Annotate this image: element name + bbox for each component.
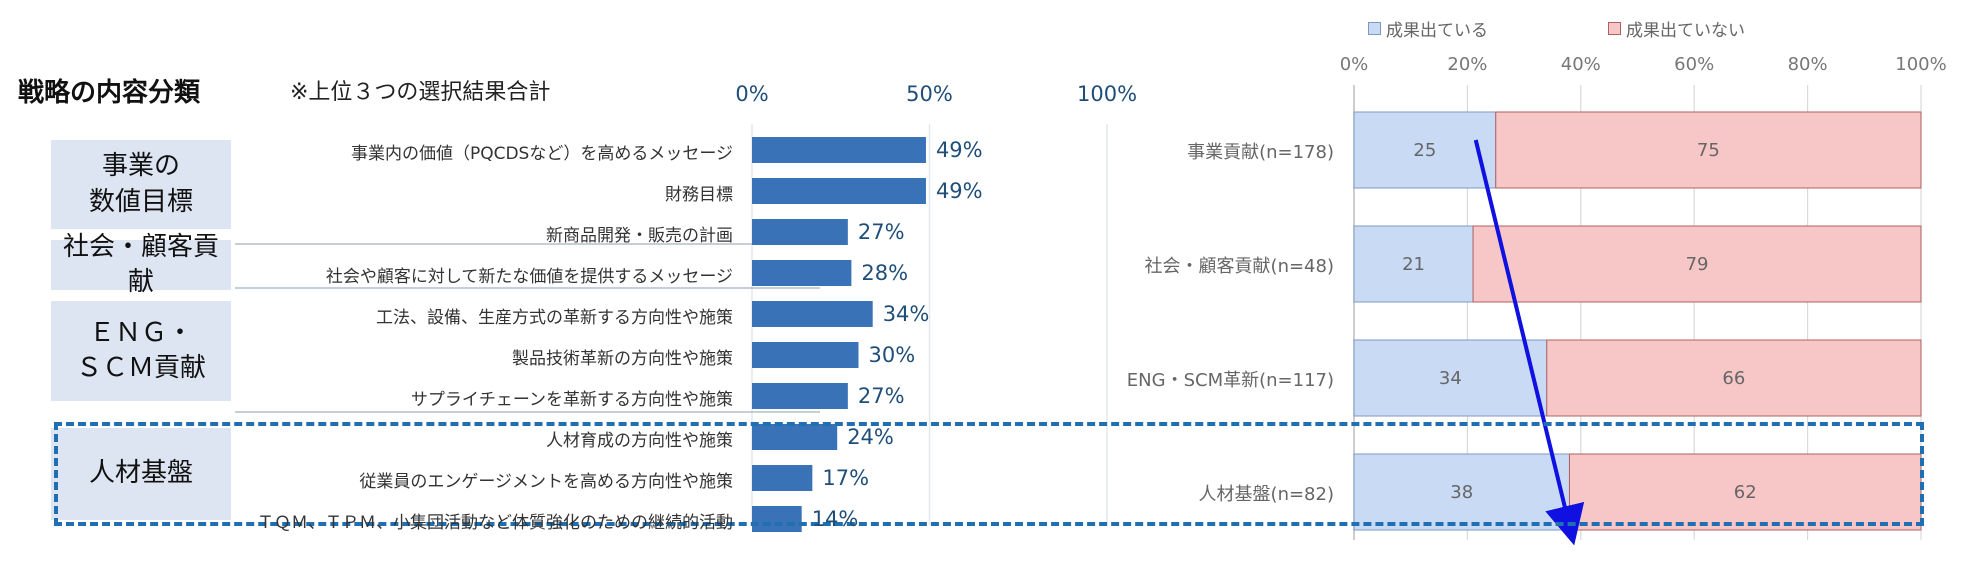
left-bar xyxy=(752,301,873,327)
achieved-bar-segment xyxy=(1353,111,1497,189)
left-value-label: 14% xyxy=(811,507,859,531)
achieved-value-label: 25 xyxy=(1413,140,1436,161)
legend-label: 成果出ていない xyxy=(1626,21,1745,41)
chart-title: 戦略の内容分類 xyxy=(18,78,201,108)
left-bar xyxy=(752,424,838,450)
left-category-label: ＴＱＭ、ＴＰＭ、小集団活動など体質強化のための継続的活動 xyxy=(257,513,733,533)
achieved-value-label: 38 xyxy=(1450,482,1473,503)
right-axis-tick-label: 80% xyxy=(1787,54,1828,75)
left-bar xyxy=(752,178,926,204)
chart-legend: 成果出ている 成果出ていない xyxy=(1368,16,1745,41)
achieved-value-label: 21 xyxy=(1402,254,1425,275)
left-bar xyxy=(752,506,802,532)
not-achieved-value-label: 62 xyxy=(1734,482,1757,503)
left-value-label: 17% xyxy=(822,466,870,490)
right-category-label: 事業貢献(n=178) xyxy=(1187,142,1334,163)
legend-swatch xyxy=(1608,22,1621,35)
left-value-label: 49% xyxy=(935,179,983,203)
trend-arrow xyxy=(1473,139,1585,546)
group-label: 社会・顧客貢献 xyxy=(62,231,219,297)
not-achieved-bar-segment xyxy=(1568,453,1922,531)
right-axis-tick-label: 20% xyxy=(1447,54,1488,75)
left-bar xyxy=(752,342,859,368)
not-achieved-bar-segment xyxy=(1472,225,1922,303)
not-achieved-value-label: 66 xyxy=(1722,368,1745,389)
group-box-eng: ＥＮＧ・ ＳＣＭ貢献 xyxy=(51,301,231,401)
group-box-hr: 人材基盤 xyxy=(51,428,231,520)
left-category-label: 新商品開発・販売の計画 xyxy=(546,226,733,246)
achieved-bar-segment xyxy=(1353,225,1474,303)
right-axis-tick-label: 0% xyxy=(1339,54,1369,75)
legend-item: 成果出ていない xyxy=(1608,16,1745,41)
chart-note: ※上位３つの選択結果合計 xyxy=(290,80,551,105)
highlight-dashed-box xyxy=(54,422,1924,526)
left-bar xyxy=(752,465,813,491)
left-value-label: 27% xyxy=(857,220,905,244)
group-label: 事業の 数値目標 xyxy=(88,151,193,217)
not-achieved-bar-segment xyxy=(1495,111,1922,189)
group-box-business: 事業の 数値目標 xyxy=(51,140,231,229)
left-category-label: 社会や顧客に対して新たな価値を提供するメッセージ xyxy=(325,267,733,287)
achieved-value-label: 34 xyxy=(1439,368,1462,389)
legend-label: 成果出ている xyxy=(1386,21,1488,41)
left-value-label: 27% xyxy=(857,384,905,408)
left-axis-tick-label: 0% xyxy=(735,82,769,106)
right-axis-tick-label: 40% xyxy=(1560,54,1601,75)
left-bar xyxy=(752,219,848,245)
left-category-label: 従業員のエンゲージメントを高める方向性や施策 xyxy=(359,472,733,492)
achieved-bar-segment xyxy=(1353,453,1570,531)
not-achieved-value-label: 79 xyxy=(1686,254,1709,275)
left-axis-tick-label: 50% xyxy=(906,82,953,106)
left-value-label: 34% xyxy=(882,302,930,326)
left-value-label: 28% xyxy=(861,261,909,285)
right-category-label: ENG・SCM革新(n=117) xyxy=(1126,370,1334,391)
left-axis-tick-label: 100% xyxy=(1077,82,1138,106)
legend-swatch xyxy=(1368,22,1381,35)
left-value-label: 24% xyxy=(847,425,894,449)
left-category-label: 工法、設備、生産方式の革新する方向性や施策 xyxy=(376,308,733,328)
left-category-label: 財務目標 xyxy=(665,185,733,205)
group-box-social: 社会・顧客貢献 xyxy=(51,232,231,297)
left-category-label: 人材育成の方向性や施策 xyxy=(546,431,733,451)
left-category-label: サプライチェーンを革新する方向性や施策 xyxy=(410,390,733,410)
left-category-label: 製品技術革新の方向性や施策 xyxy=(512,349,733,369)
left-category-label: 事業内の価値（PQCDSなど）を高めるメッセージ xyxy=(350,144,733,164)
legend-item: 成果出ている xyxy=(1368,16,1488,41)
group-label: ＥＮＧ・ ＳＣＭ貢献 xyxy=(75,317,206,383)
right-category-label: 人材基盤(n=82) xyxy=(1198,484,1334,505)
not-achieved-bar-segment xyxy=(1546,339,1922,417)
left-bar xyxy=(752,137,926,163)
right-axis-tick-label: 100% xyxy=(1895,54,1947,75)
left-value-label: 49% xyxy=(935,138,983,162)
left-bar xyxy=(752,260,852,286)
left-bar xyxy=(752,383,848,409)
right-category-label: 社会・顧客貢献(n=48) xyxy=(1144,256,1334,277)
left-value-label: 30% xyxy=(868,343,916,367)
not-achieved-value-label: 75 xyxy=(1697,140,1720,161)
right-axis-tick-label: 60% xyxy=(1674,54,1715,75)
group-label: 人材基盤 xyxy=(88,458,193,489)
